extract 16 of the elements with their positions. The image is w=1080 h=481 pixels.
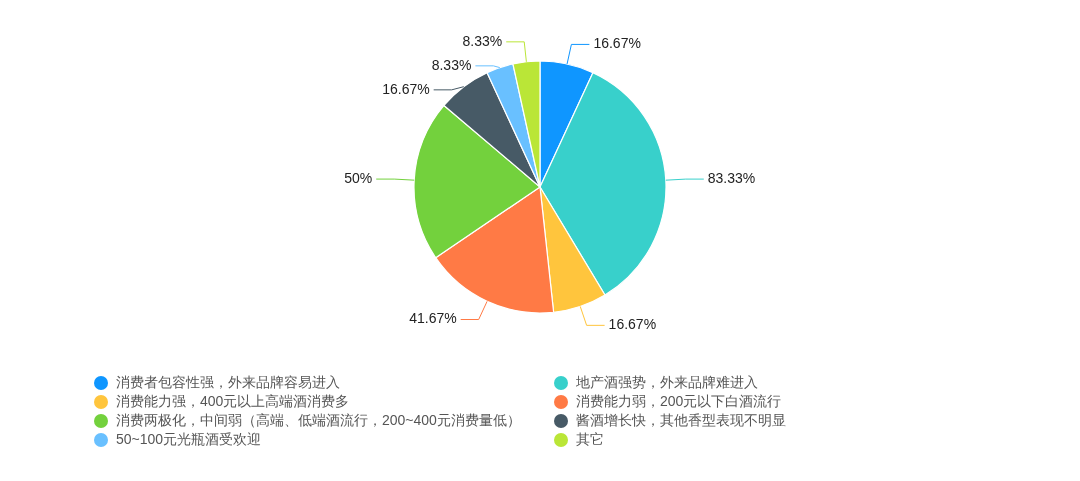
legend-label: 地产酒强势，外来品牌难进入 (575, 373, 758, 390)
legend-label: 消费两极化，中间弱（高端、低端酒流行，200~400元消费量低） (116, 411, 521, 428)
data-label: 16.67% (382, 80, 430, 97)
legend-label: 50~100元光瓶酒受欢迎 (116, 430, 262, 447)
data-label: 8.33% (462, 32, 503, 49)
legend-label: 消费者包容性强，外来品牌容易进入 (116, 373, 340, 390)
data-label: 83.33% (707, 169, 756, 186)
data-label: 50% (344, 169, 373, 186)
data-label: 41.67% (409, 310, 457, 327)
legend-label: 消费能力强，400元以上高端酒消费多 (116, 392, 350, 409)
legend-label: 其它 (576, 430, 604, 447)
data-label: 8.33% (431, 56, 472, 73)
legend-label: 消费能力弱，200元以下白酒流行 (576, 392, 782, 409)
data-label: 16.67% (608, 316, 657, 333)
data-label: 16.67% (593, 35, 641, 52)
legend-label: 酱酒增长快，其他香型表现不明显 (576, 411, 786, 428)
